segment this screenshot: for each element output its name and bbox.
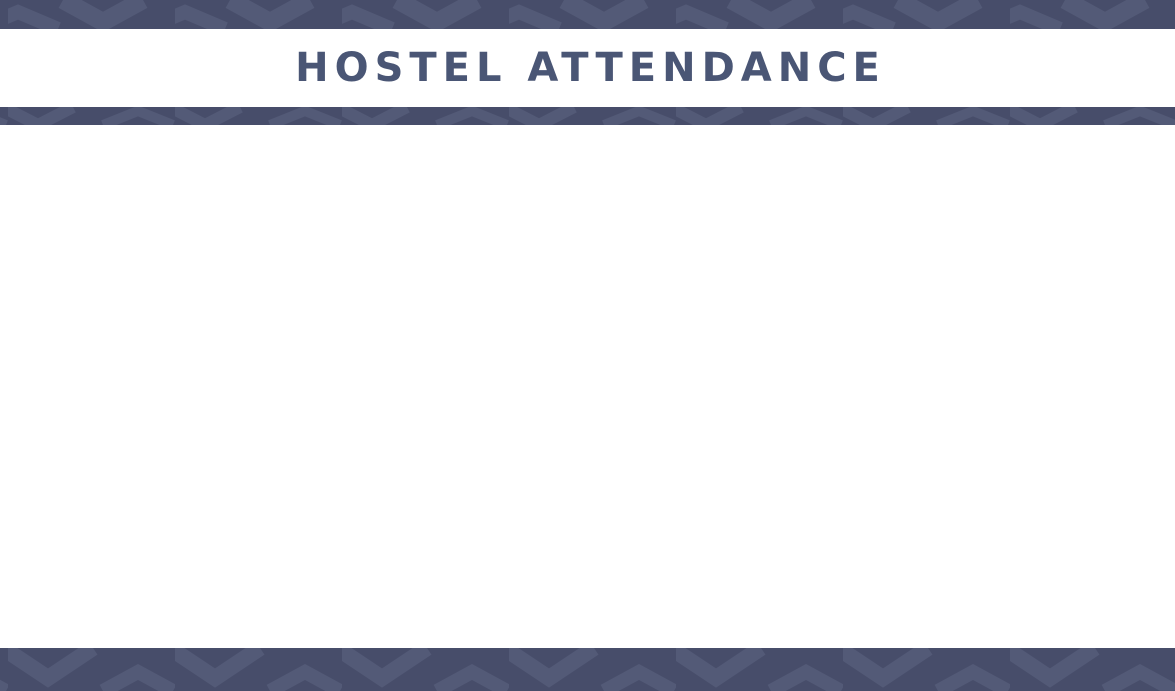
content-area: [0, 125, 1175, 648]
bottom-decorative-band: [0, 648, 1175, 691]
page-title: HOSTEL ATTENDANCE: [295, 45, 886, 91]
header-underline-band: [0, 107, 1175, 125]
title-bar: HOSTEL ATTENDANCE: [0, 29, 1175, 107]
top-decorative-band: [0, 0, 1175, 29]
